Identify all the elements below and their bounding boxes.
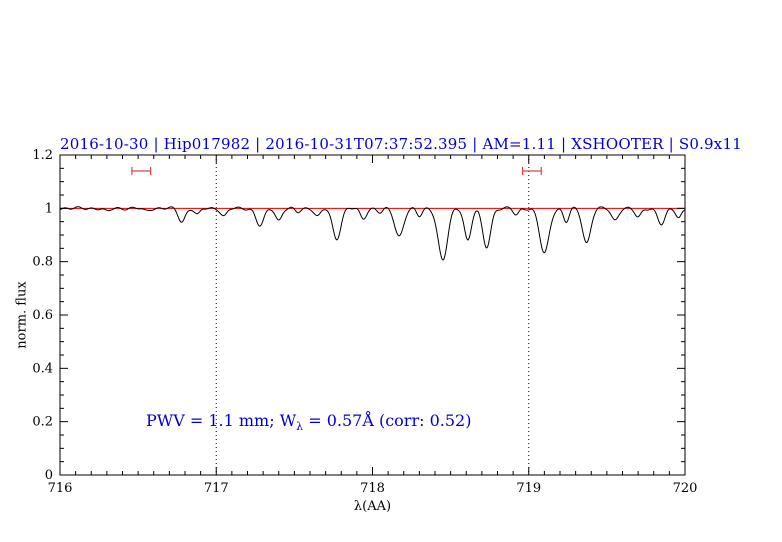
svg-text:0.8: 0.8 xyxy=(32,255,53,270)
y-axis-tick-labels: 0 0.2 0.4 0.6 0.8 1 1.2 xyxy=(32,148,53,483)
guide-vlines xyxy=(215,155,530,475)
pwv-annotation-subscript: λ xyxy=(296,420,304,434)
svg-text:0.4: 0.4 xyxy=(32,361,53,376)
svg-text:717: 717 xyxy=(204,481,229,496)
svg-text:1: 1 xyxy=(45,201,53,216)
spectrum-line xyxy=(59,206,686,261)
pwv-annotation-text-1: PWV = 1.1 mm; W xyxy=(146,411,297,430)
svg-text:1.2: 1.2 xyxy=(32,148,53,163)
pwv-interval-markers xyxy=(131,167,542,175)
x-axis-tick-labels: 716 717 718 719 720 xyxy=(48,481,698,496)
pwv-annotation-text-2: = 0.57Å (corr: 0.52) xyxy=(303,411,472,430)
svg-text:718: 718 xyxy=(360,481,385,496)
svg-text:0: 0 xyxy=(45,468,53,483)
y-axis-label: norm. flux xyxy=(14,281,30,349)
plot-title: 2016-10-30 | Hip017982 | 2016-10-31T07:3… xyxy=(60,135,742,153)
svg-text:0.6: 0.6 xyxy=(32,308,53,323)
svg-text:716: 716 xyxy=(48,481,73,496)
svg-text:0.2: 0.2 xyxy=(32,415,53,430)
svg-text:720: 720 xyxy=(673,481,698,496)
x-axis-label: λ(AA) xyxy=(353,499,392,514)
svg-text:719: 719 xyxy=(516,481,541,496)
pwv-annotation: PWV = 1.1 mm; Wλ = 0.57Å (corr: 0.52) xyxy=(146,411,471,433)
axis-ticks xyxy=(59,154,686,476)
